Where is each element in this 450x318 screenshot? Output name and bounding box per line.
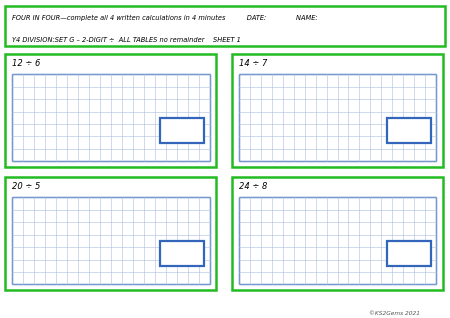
Bar	[12, 74, 210, 161]
Text: ©KS2Gems 2021: ©KS2Gems 2021	[369, 311, 420, 316]
Text: 14 ÷ 7: 14 ÷ 7	[238, 59, 267, 68]
Text: FOUR IN FOUR—complete all 4 written calculations in 4 minutes          DATE:    : FOUR IN FOUR—complete all 4 written calc…	[12, 15, 318, 21]
Text: 20 ÷ 5: 20 ÷ 5	[12, 182, 40, 191]
Bar	[160, 118, 204, 143]
Bar	[387, 241, 431, 266]
Bar	[387, 118, 431, 143]
Bar	[12, 197, 210, 284]
Bar	[238, 74, 436, 161]
Text: 12 ÷ 6: 12 ÷ 6	[12, 59, 40, 68]
Bar	[238, 197, 436, 284]
Bar	[160, 241, 204, 266]
Text: 24 ÷ 8: 24 ÷ 8	[238, 182, 267, 191]
Text: Y4 DIVISION:SET G – 2-DIGIT ÷  ALL TABLES no remainder    SHEET 1: Y4 DIVISION:SET G – 2-DIGIT ÷ ALL TABLES…	[12, 37, 241, 43]
